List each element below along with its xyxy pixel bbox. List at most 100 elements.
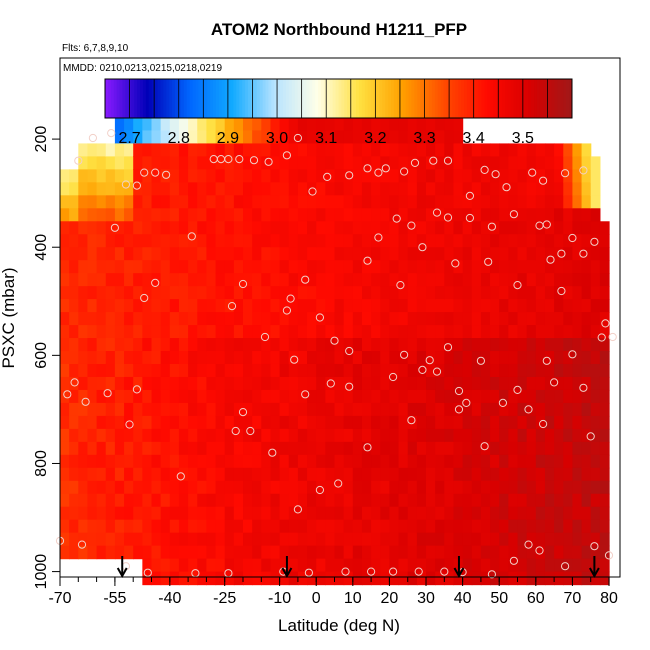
heatmap-cell [188, 415, 198, 430]
colorbar-segment [256, 79, 261, 118]
heatmap-cell [96, 312, 107, 326]
heatmap-cell [453, 402, 464, 417]
heatmap-cell [160, 182, 171, 196]
heatmap-cell [590, 506, 601, 521]
heatmap-cell [371, 428, 381, 443]
heatmap-cell [215, 299, 226, 313]
heatmap-cell [252, 545, 262, 560]
heatmap-cell [96, 247, 107, 261]
heatmap-cell [160, 506, 171, 521]
heatmap-cell [517, 389, 528, 404]
heatmap-cell [188, 221, 198, 235]
heatmap-cell [197, 493, 207, 508]
heatmap-cell [169, 221, 180, 235]
heatmap-cell [87, 143, 98, 157]
heatmap-cell [279, 532, 290, 547]
colorbar-segment [452, 79, 456, 118]
heatmap-cell [599, 428, 610, 443]
heatmap-cell [490, 376, 500, 391]
heatmap-cell [361, 156, 372, 170]
heatmap-cell [371, 338, 381, 352]
heatmap-cell [87, 376, 98, 391]
heatmap-cell [480, 234, 491, 248]
colorbar-segment [469, 79, 474, 118]
heatmap-cell [444, 299, 455, 313]
heatmap-cell [96, 221, 107, 235]
heatmap-cell [87, 286, 98, 300]
heatmap-cell [243, 558, 253, 573]
heatmap-cell [160, 260, 171, 274]
heatmap-cell [178, 338, 189, 352]
heatmap-cell [544, 428, 555, 443]
heatmap-cell [325, 389, 336, 404]
heatmap-cell [160, 247, 171, 261]
heatmap-cell [371, 260, 381, 274]
heatmap-cell [279, 480, 290, 495]
heatmap-cell [215, 169, 226, 183]
heatmap-cell [261, 467, 272, 482]
heatmap-cell [316, 234, 326, 248]
sample-point [396, 281, 405, 290]
heatmap-cell [480, 532, 491, 547]
heatmap-cell [554, 467, 564, 482]
colorbar-tick-label: 3.5 [512, 130, 534, 147]
heatmap-cell [105, 467, 116, 482]
heatmap-cell [316, 195, 326, 209]
colorbar-segment [338, 79, 342, 118]
heatmap-cell [453, 428, 464, 443]
heatmap-cell [343, 130, 354, 145]
heatmap-cell [69, 195, 79, 209]
heatmap-cell [343, 312, 354, 326]
heatmap-cell [407, 338, 418, 352]
heatmap-cell [60, 338, 70, 352]
heatmap-cell [343, 169, 354, 183]
heatmap-cell [590, 454, 601, 469]
heatmap-cell [334, 195, 345, 209]
heatmap-cell [435, 195, 445, 209]
heatmap-cell [261, 376, 272, 391]
heatmap-cell [270, 156, 281, 170]
heatmap-cell [535, 325, 546, 339]
heatmap-cell [279, 571, 290, 586]
heatmap-cell [307, 571, 317, 586]
heatmap-cell [535, 143, 546, 157]
sample-point [264, 157, 273, 166]
heatmap-cell [563, 273, 574, 287]
heatmap-cell [444, 545, 455, 560]
heatmap-cell [471, 247, 482, 261]
sample-point [290, 355, 299, 364]
heatmap-cell [215, 312, 226, 326]
sample-point [528, 168, 537, 177]
colorbar-segment [105, 79, 109, 118]
heatmap-cell [517, 558, 528, 573]
heatmap-cell [334, 117, 345, 132]
heatmap-cell [426, 351, 436, 365]
colorbar-segment [274, 79, 278, 118]
heatmap-cell [563, 376, 574, 391]
heatmap-cell [426, 493, 436, 508]
heatmap-cell [197, 130, 207, 145]
heatmap-cell [407, 234, 418, 248]
heatmap-cell [133, 428, 143, 443]
heatmap-cell [435, 273, 445, 287]
heatmap-cell [499, 338, 509, 352]
heatmap-cell [224, 325, 235, 339]
heatmap-cell [462, 234, 473, 248]
heatmap-cell [343, 286, 354, 300]
heatmap-cell [133, 260, 143, 274]
heatmap-cell [371, 221, 381, 235]
heatmap-cell [243, 428, 253, 443]
heatmap-cell [361, 208, 372, 222]
heatmap-cell [78, 415, 89, 430]
heatmap-cell [169, 299, 180, 313]
colorbar-tick-label: 3.3 [413, 130, 435, 147]
heatmap-cell [233, 454, 244, 469]
heatmap-cell [169, 156, 180, 170]
heatmap-cell [563, 260, 574, 274]
heatmap-cell [416, 493, 427, 508]
heatmap-cell [133, 389, 143, 404]
heatmap-cell [444, 558, 455, 573]
sample-point [539, 419, 548, 429]
sample-point [454, 386, 464, 396]
heatmap-cell [444, 467, 455, 482]
